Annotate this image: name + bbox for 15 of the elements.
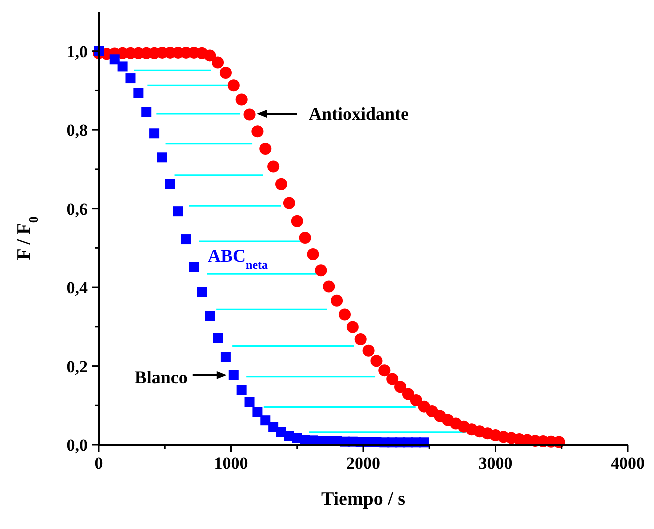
- y-tick-label: 0,2: [66, 357, 88, 376]
- y-tick-label: 0,4: [66, 278, 88, 298]
- y-tick-label: 1,0: [66, 42, 88, 62]
- annotation: ABC$_{neta}$: [208, 246, 268, 272]
- x-axis-title: Tiempo / s: [321, 489, 406, 510]
- y-tick-label: 0,8: [66, 121, 88, 140]
- annotation: Blanco: [134, 367, 188, 388]
- x-tick-label: 2000: [346, 454, 380, 473]
- annotation: Antioxidante: [309, 104, 410, 124]
- x-tick-label: 1000: [214, 454, 248, 473]
- y-tick-label: 0,0: [66, 436, 88, 455]
- x-tick-label: 0: [94, 454, 104, 473]
- y-tick-label: 0,6: [66, 200, 88, 219]
- x-tick-label: 3000: [478, 454, 513, 473]
- x-tick-label: 4000: [611, 454, 645, 473]
